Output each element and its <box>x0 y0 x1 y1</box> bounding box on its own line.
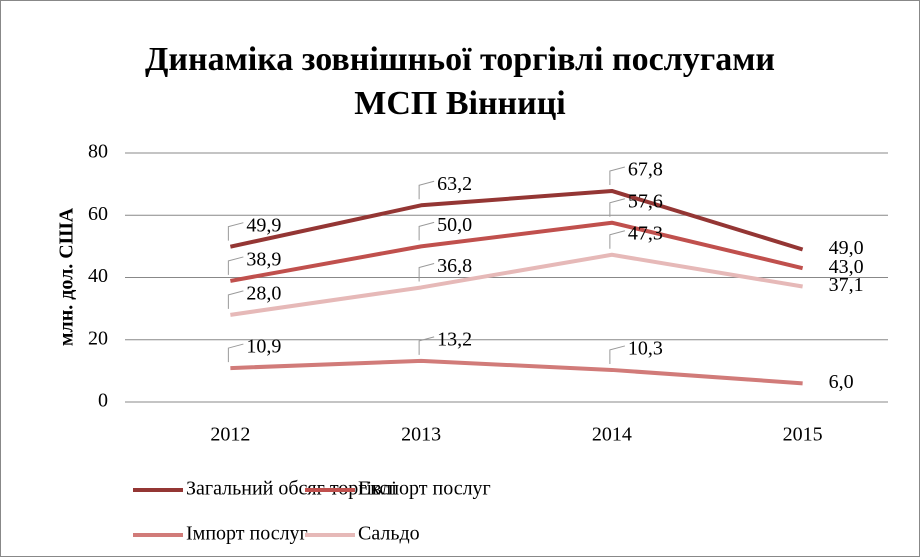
y-tick-label: 0 <box>98 390 108 412</box>
data-label: 49,0 <box>829 237 864 259</box>
label-leader <box>227 256 244 275</box>
x-tick-label: 2012 <box>210 424 250 446</box>
y-axis-label: млн. дол. США <box>56 207 78 346</box>
y-tick-label: 20 <box>88 327 108 349</box>
data-label: 47,3 <box>628 222 663 244</box>
series-line <box>230 220 804 283</box>
data-label: 49,9 <box>246 214 281 236</box>
legend-label: Загальний обсяг торгівлі <box>186 478 397 500</box>
data-label: 6,0 <box>829 371 854 393</box>
data-label: 36,8 <box>437 255 472 277</box>
x-tick-label: 2014 <box>592 424 632 446</box>
label-leader <box>418 262 435 282</box>
data-label: 63,2 <box>437 173 472 195</box>
chart-title: Динаміка зовнішньої торгівлі послугами М… <box>145 41 775 122</box>
data-label: 37,1 <box>829 274 864 296</box>
label-leader <box>227 222 244 241</box>
data-label: 57,6 <box>628 190 663 212</box>
y-tick-label: 40 <box>88 265 108 287</box>
y-tick-label: 80 <box>88 141 108 163</box>
legend-label: Сальдо <box>358 523 420 545</box>
series-line <box>230 358 803 386</box>
label-leader <box>609 230 626 249</box>
label-leader <box>227 290 244 309</box>
x-tick-label: 2015 <box>783 424 823 446</box>
label-leader <box>609 345 626 364</box>
label-leader <box>227 343 244 363</box>
label-leader <box>418 336 435 355</box>
x-tick-label: 2013 <box>401 424 441 446</box>
y-tick-label: 60 <box>88 203 108 225</box>
data-label: 10,9 <box>246 336 281 358</box>
series-line <box>229 188 804 252</box>
data-label: 10,3 <box>628 338 663 360</box>
data-label: 67,8 <box>628 159 663 181</box>
label-leader <box>609 166 626 185</box>
label-leader <box>418 180 435 200</box>
series-line <box>230 252 803 317</box>
data-label: 28,0 <box>246 282 281 304</box>
legend-label: Експорт послуг <box>358 478 491 500</box>
legend-label: Імпорт послуг <box>186 523 308 545</box>
data-label: 50,0 <box>437 214 472 236</box>
data-label: 13,2 <box>437 329 472 351</box>
label-leader <box>418 221 435 241</box>
data-label: 38,9 <box>246 249 281 271</box>
label-leader <box>609 198 626 217</box>
data-label: 43,0 <box>829 256 864 278</box>
